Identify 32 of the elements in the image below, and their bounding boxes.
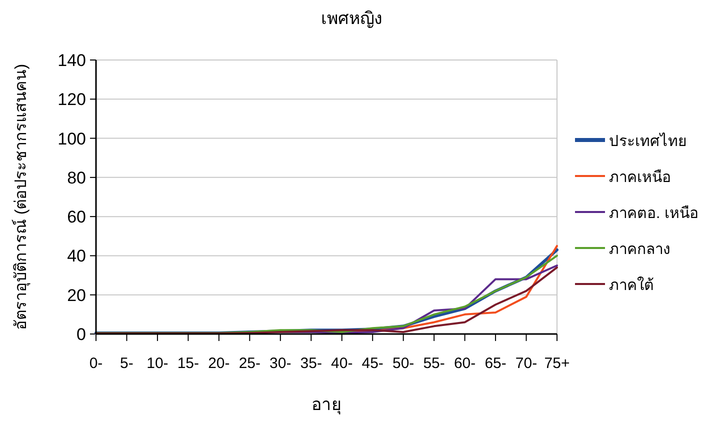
- y-tick-label: 120: [58, 90, 86, 110]
- x-tick-label: 65-: [484, 355, 506, 372]
- x-tick-label: 75+: [544, 355, 570, 372]
- legend-label: ภาคกลาง: [609, 241, 670, 258]
- y-tick-label: 0: [76, 325, 86, 344]
- legend-label: ภาคใต้: [609, 276, 654, 294]
- y-tick-label: 20: [67, 286, 86, 305]
- legend-label: ภาคตอ. เหนือ: [609, 205, 698, 222]
- x-tick-label: 10-: [146, 355, 168, 372]
- x-tick-label: 25-: [238, 355, 261, 372]
- x-tick-label: 60-: [454, 355, 476, 372]
- x-tick-label: 50-: [392, 355, 414, 372]
- x-tick-label: 20-: [208, 355, 230, 372]
- x-axis-title: อายุ: [312, 395, 342, 415]
- y-tick-label: 100: [58, 129, 86, 148]
- x-tick-label: 5-: [120, 355, 134, 372]
- legend-label: ภาคเหนือ: [609, 169, 671, 186]
- x-tick-label: 40-: [331, 355, 353, 372]
- x-tick-label: 70-: [515, 355, 538, 372]
- x-tick-label: 30-: [270, 355, 292, 372]
- x-tick-label: 0-: [89, 355, 103, 372]
- y-axis-title: อัตราอุบัติการณ์ (ต่อประชากรแสนคน): [11, 64, 31, 330]
- chart-title: เพศหญิง: [321, 9, 382, 28]
- y-tick-label: 40: [67, 246, 86, 266]
- y-tick-label: 140: [58, 51, 86, 70]
- x-tick-label: 55-: [423, 355, 445, 372]
- x-tick-label: 15-: [177, 355, 200, 372]
- y-tick-label: 60: [67, 208, 86, 227]
- legend-label: ประเทศไทย: [609, 132, 687, 150]
- x-tick-label: 35-: [300, 355, 322, 372]
- y-tick-label: 80: [67, 168, 86, 188]
- x-tick-label: 45-: [362, 355, 384, 372]
